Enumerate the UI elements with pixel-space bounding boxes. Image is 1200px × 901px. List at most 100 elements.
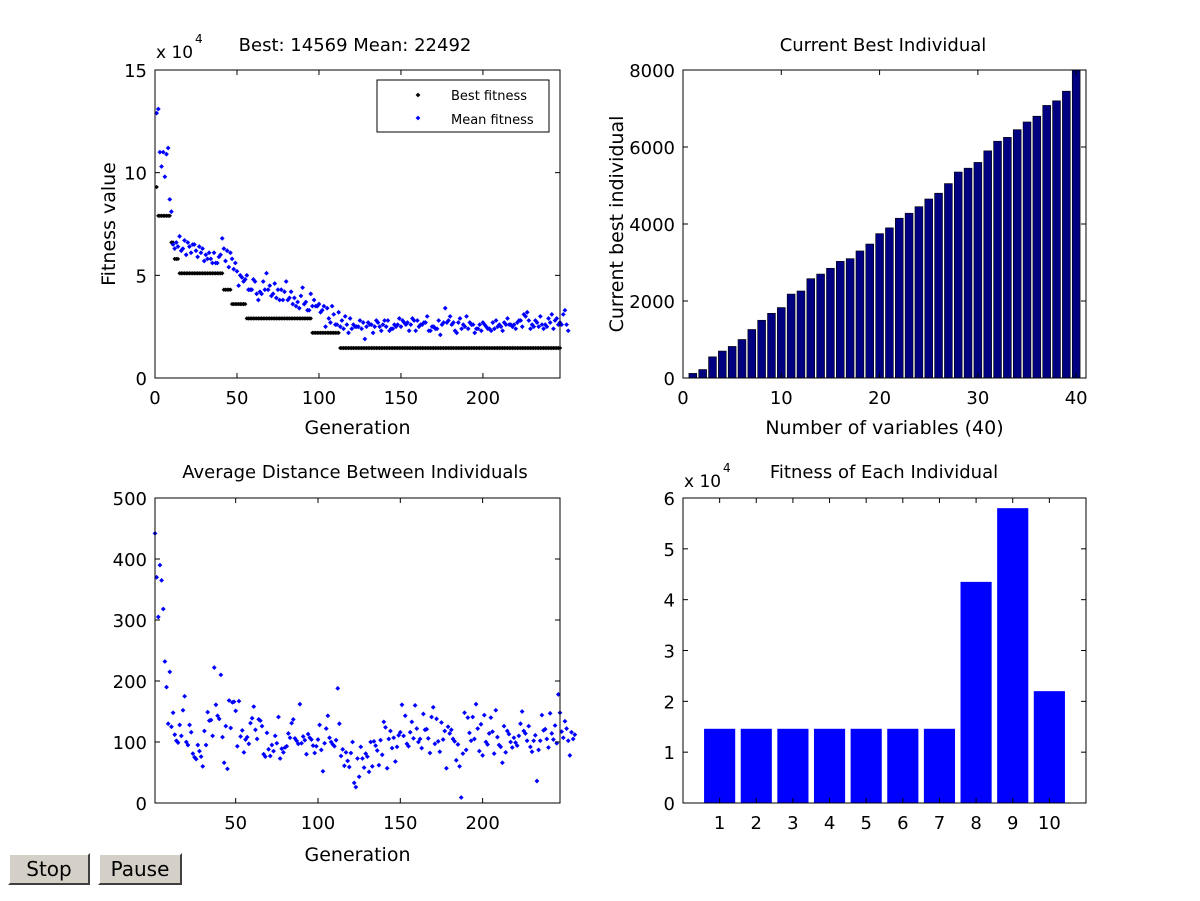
- bar: [1042, 105, 1051, 379]
- bar: [737, 339, 747, 379]
- mean-fitness-point: [324, 305, 330, 311]
- distance-point: [401, 733, 406, 739]
- distance-point: [374, 748, 380, 753]
- y-axis-label: Fitness value: [98, 162, 120, 286]
- distance-point: [155, 614, 161, 620]
- mean-fitness-point: [195, 254, 201, 260]
- distance-point: [452, 738, 458, 744]
- distance-point: [274, 740, 280, 746]
- mean-fitness-point: [455, 320, 461, 325]
- distance-point: [160, 606, 166, 612]
- best-fitness-point: [220, 271, 225, 276]
- bar: [1071, 69, 1081, 379]
- mean-fitness-point: [196, 244, 202, 249]
- mean-fitness-point: [154, 110, 160, 116]
- mean-fitness-point: [391, 322, 397, 328]
- chart-title: Best: 14569 Mean: 22492: [239, 35, 472, 56]
- distance-point: [226, 698, 232, 703]
- distance-point: [572, 732, 578, 738]
- distance-point: [384, 765, 390, 771]
- mean-fitness-point: [406, 328, 412, 334]
- distance-point: [271, 748, 276, 754]
- bar: [983, 150, 992, 379]
- mean-fitness-point: [239, 274, 245, 280]
- bar: [740, 728, 772, 803]
- distance-point: [542, 726, 548, 732]
- mean-fitness-point: [231, 266, 237, 272]
- mean-fitness-point: [349, 326, 355, 332]
- distance-point: [488, 715, 494, 720]
- axes-box: [154, 497, 561, 804]
- mean-fitness-point: [378, 328, 384, 334]
- mean-fitness-point: [419, 322, 425, 328]
- mean-fitness-point: [405, 320, 410, 325]
- distance-point: [397, 729, 403, 735]
- distance-point: [373, 743, 379, 749]
- bar: [914, 206, 924, 379]
- mean-fitness-point: [372, 324, 378, 330]
- bar: [816, 273, 825, 379]
- distance-point: [480, 753, 486, 758]
- chart-title: Average Distance Between Individuals: [182, 462, 528, 483]
- mean-fitness-point: [475, 326, 481, 332]
- axes-box: [154, 69, 561, 379]
- distance-point: [388, 728, 393, 734]
- distance-point: [192, 754, 197, 760]
- distance-point: [567, 753, 573, 758]
- distance-point: [509, 745, 515, 750]
- distance-point: [198, 754, 204, 760]
- pause-button[interactable]: Pause: [98, 853, 182, 885]
- distance-point: [448, 727, 454, 733]
- mean-fitness-point: [464, 314, 469, 319]
- distance-point: [213, 702, 219, 708]
- bar: [806, 278, 816, 379]
- distance-point: [182, 693, 188, 699]
- distance-point: [267, 753, 273, 759]
- mean-fitness-point: [177, 233, 182, 239]
- distance-point: [190, 751, 196, 756]
- mean-fitness-point: [218, 252, 223, 258]
- mean-fitness-point: [362, 336, 368, 342]
- mean-fitness-point: [267, 283, 273, 288]
- distance-point: [336, 721, 342, 727]
- bar: [688, 373, 698, 379]
- y-tick-label: 6: [664, 489, 675, 510]
- mean-fitness-point: [249, 287, 255, 293]
- distance-point: [462, 710, 467, 716]
- bar: [855, 250, 865, 379]
- x-tick-label: 10: [1038, 813, 1061, 834]
- bar: [796, 290, 806, 379]
- y-tick-label: 2000: [629, 292, 675, 313]
- mean-fitness-point: [328, 320, 333, 325]
- bar: [1032, 115, 1042, 379]
- distance-point: [445, 724, 451, 730]
- mean-fitness-point: [311, 297, 317, 303]
- distance-point: [193, 756, 199, 762]
- mean-fitness-point: [505, 316, 510, 321]
- distance-point: [180, 707, 186, 713]
- distance-point: [485, 742, 490, 747]
- distance-point: [315, 737, 321, 742]
- distance-point: [460, 751, 466, 756]
- mean-fitness-point: [539, 322, 545, 328]
- distance-point: [234, 743, 240, 749]
- mean-fitness-point: [457, 316, 463, 321]
- distance-point: [534, 778, 540, 784]
- distance-point: [425, 735, 431, 741]
- mean-fitness-point: [401, 320, 407, 325]
- stop-button[interactable]: Stop: [8, 853, 90, 885]
- mean-fitness-point: [168, 209, 174, 215]
- bar: [875, 233, 884, 379]
- distance-point: [493, 707, 499, 713]
- y-tick-label: 200: [113, 672, 147, 693]
- distance-point: [208, 717, 214, 723]
- bar: [836, 261, 845, 379]
- mean-fitness-point: [542, 322, 548, 328]
- mean-fitness-point: [280, 297, 286, 303]
- distance-point: [259, 723, 265, 729]
- mean-fitness-point: [565, 328, 571, 334]
- bar: [718, 350, 727, 379]
- x-tick-label: 30: [966, 388, 989, 409]
- mean-fitness-point: [206, 250, 212, 256]
- mean-fitness-point: [442, 305, 448, 311]
